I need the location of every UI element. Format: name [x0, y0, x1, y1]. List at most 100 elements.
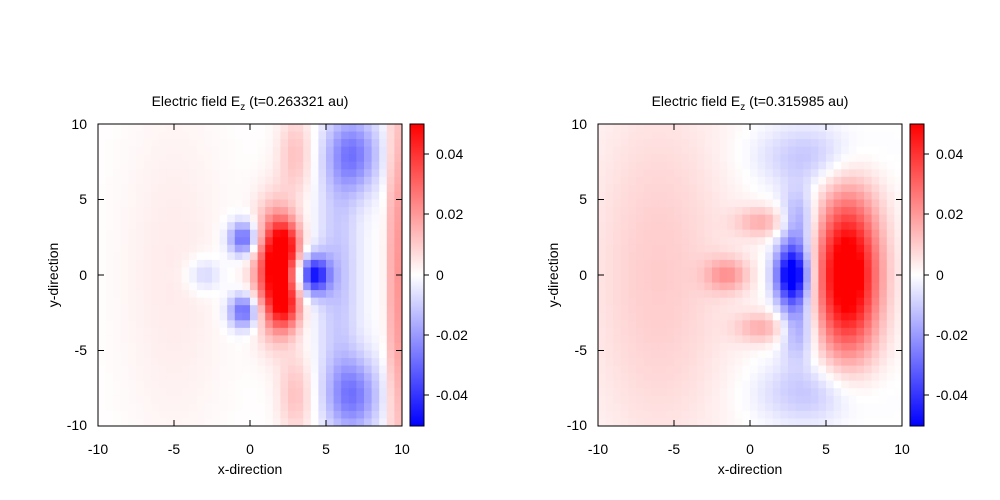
heatmap-cell [894, 146, 903, 155]
heatmap-cell [113, 191, 122, 200]
heatmap-cell [727, 184, 736, 193]
heatmap-cell [265, 237, 274, 246]
heatmap-cell [833, 237, 842, 246]
heatmap-cell [757, 244, 766, 253]
heatmap-cell [356, 395, 365, 404]
heatmap-cell [212, 320, 221, 329]
heatmap-cell [326, 327, 335, 336]
heatmap-cell [326, 229, 335, 238]
heatmap-cell [386, 358, 395, 367]
heatmap-cell [765, 222, 774, 231]
heatmap-cell [879, 131, 888, 140]
heatmap-cell [856, 139, 865, 148]
heatmap-cell [734, 237, 743, 246]
heatmap-cell [136, 191, 145, 200]
heatmap-cell [227, 275, 236, 284]
heatmap-cell [636, 350, 645, 359]
heatmap-cell [871, 199, 880, 208]
heatmap-cell [105, 161, 114, 170]
heatmap-cell [326, 237, 335, 246]
heatmap-cell [651, 327, 660, 336]
heatmap-cell [242, 131, 251, 140]
heatmap-cell [356, 305, 365, 314]
heatmap-cell [757, 222, 766, 231]
heatmap-cell [765, 207, 774, 216]
heatmap-cell [386, 222, 395, 231]
heatmap-cell [696, 403, 705, 412]
heatmap-cell [727, 410, 736, 419]
heatmap-cell [364, 342, 373, 351]
heatmap-cell [326, 259, 335, 268]
heatmap-cell [212, 229, 221, 238]
heatmap-cell [341, 327, 350, 336]
heatmap-cell [879, 312, 888, 321]
heatmap-cell [636, 320, 645, 329]
heatmap-cell [227, 418, 236, 427]
heatmap-cell [288, 169, 297, 178]
heatmap-cell [788, 410, 797, 419]
heatmap-cell [620, 161, 629, 170]
heatmap-cell [288, 403, 297, 412]
heatmap-cell [795, 176, 804, 185]
heatmap-cell [379, 350, 388, 359]
heatmap-cell [719, 207, 728, 216]
heatmap-cell [689, 410, 698, 419]
heatmap-cell [742, 252, 751, 261]
heatmap-cell [666, 222, 675, 231]
right-xtick-label: 10 [894, 441, 910, 457]
heatmap-cell [265, 222, 274, 231]
heatmap-cell [719, 350, 728, 359]
heatmap-cell [841, 358, 850, 367]
heatmap-cell [658, 244, 667, 253]
heatmap-cell [257, 244, 266, 253]
heatmap-cell [772, 131, 781, 140]
heatmap-cell [598, 191, 607, 200]
heatmap-cell [394, 237, 403, 246]
heatmap-cell [696, 365, 705, 374]
heatmap-cell [143, 199, 152, 208]
heatmap-cell [143, 237, 152, 246]
heatmap-cell [848, 275, 857, 284]
heatmap-cell [158, 305, 167, 314]
heatmap-cell [894, 184, 903, 193]
heatmap-cell [257, 229, 266, 238]
heatmap-cell [318, 350, 327, 359]
heatmap-cell [242, 199, 251, 208]
heatmap-cell [780, 388, 789, 397]
heatmap-cell [734, 252, 743, 261]
heatmap-cell [166, 373, 175, 382]
heatmap-cell [788, 275, 797, 284]
heatmap-cell [750, 358, 759, 367]
heatmap-cell [356, 252, 365, 261]
heatmap-cell [666, 380, 675, 389]
heatmap-cell [303, 388, 312, 397]
heatmap-cell [250, 305, 259, 314]
heatmap-cell [280, 237, 289, 246]
heatmap-cell [310, 342, 319, 351]
heatmap-cell [379, 244, 388, 253]
heatmap-cell [696, 342, 705, 351]
heatmap-cell [658, 184, 667, 193]
heatmap-cell [848, 207, 857, 216]
heatmap-cell [356, 388, 365, 397]
heatmap-cell [280, 161, 289, 170]
heatmap-cell [658, 410, 667, 419]
heatmap-cell [628, 214, 637, 223]
heatmap-cell [643, 237, 652, 246]
heatmap-cell [620, 320, 629, 329]
heatmap-cell [143, 131, 152, 140]
heatmap-cell [772, 207, 781, 216]
heatmap-cell [227, 297, 236, 306]
heatmap-cell [120, 222, 129, 231]
heatmap-cell [379, 320, 388, 329]
heatmap-cell [394, 267, 403, 276]
heatmap-cell [356, 169, 365, 178]
right-colorbar: 0.04 0.02 0 -0.02 -0.04 [909, 123, 968, 427]
heatmap-cell [98, 124, 107, 133]
heatmap-cell [310, 252, 319, 261]
heatmap-cell [833, 124, 842, 133]
heatmap-cell [364, 373, 373, 382]
heatmap-cell [674, 154, 683, 163]
heatmap-cell [734, 275, 743, 284]
heatmap-cell [879, 146, 888, 155]
